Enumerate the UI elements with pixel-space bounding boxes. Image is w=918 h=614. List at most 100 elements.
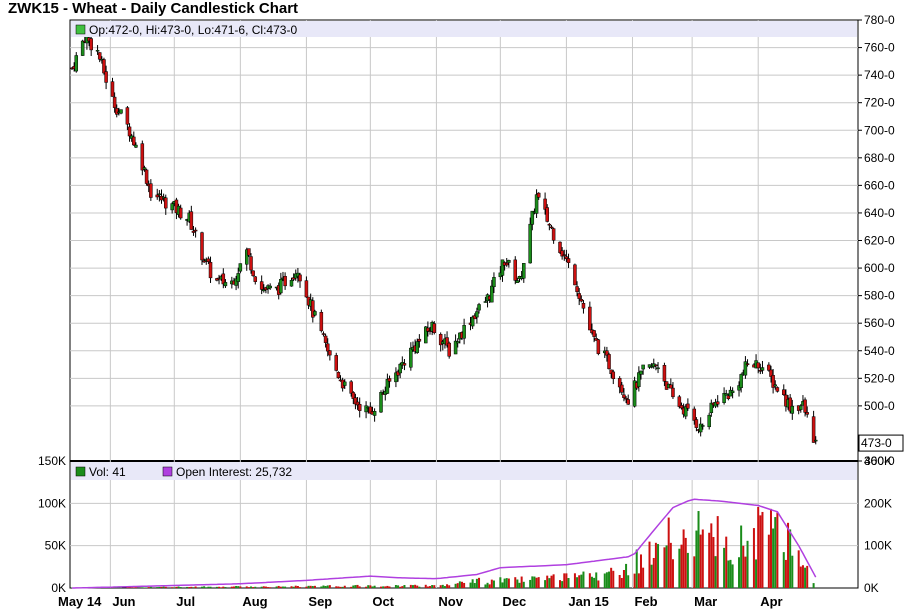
candle-body bbox=[558, 241, 562, 253]
volume-bar bbox=[752, 528, 755, 588]
candle-body bbox=[304, 280, 309, 298]
candle-body bbox=[513, 259, 518, 281]
volume-bar bbox=[671, 559, 674, 588]
x-tick-label: Dec bbox=[502, 594, 526, 609]
candle-body bbox=[244, 249, 249, 265]
candle-body bbox=[692, 408, 697, 421]
volume-bar bbox=[652, 557, 655, 588]
candle-body bbox=[351, 392, 356, 399]
volume-bar bbox=[399, 586, 402, 588]
volume-bar bbox=[128, 586, 131, 588]
candle-body bbox=[743, 361, 748, 376]
candle-body bbox=[415, 341, 419, 353]
candle-body bbox=[462, 325, 466, 339]
volume-bar bbox=[416, 585, 419, 588]
x-tick-label: Jul bbox=[176, 594, 195, 609]
oi-right-tick-label: 100K bbox=[864, 539, 892, 553]
volume-bar bbox=[424, 584, 427, 588]
candle-body bbox=[543, 198, 547, 210]
volume-bar bbox=[222, 586, 225, 588]
volume-bar bbox=[299, 587, 302, 588]
candle-body bbox=[745, 363, 750, 365]
volume-bar bbox=[563, 573, 566, 588]
volume-bar bbox=[429, 586, 432, 588]
candle-body bbox=[313, 311, 317, 316]
candle-body bbox=[319, 312, 324, 332]
volume-bar bbox=[548, 578, 551, 588]
volume-bar bbox=[637, 573, 640, 588]
candle-body bbox=[564, 256, 569, 260]
volume-bar bbox=[484, 584, 487, 588]
volume-bar bbox=[341, 586, 344, 588]
x-tick-label: Nov bbox=[438, 594, 463, 609]
candle-body bbox=[164, 197, 168, 209]
candle-body bbox=[639, 370, 643, 375]
candle-body bbox=[669, 384, 673, 389]
price-tick-label: 580-0 bbox=[864, 289, 895, 303]
candle-body bbox=[788, 397, 792, 412]
candle-body bbox=[323, 335, 328, 343]
candle-body bbox=[447, 342, 451, 357]
candle-body bbox=[813, 439, 818, 442]
volume-bar bbox=[740, 525, 743, 588]
candle-body bbox=[528, 223, 532, 264]
volume-bar bbox=[772, 528, 775, 588]
volume-bar bbox=[264, 586, 267, 588]
candle-body bbox=[507, 260, 511, 263]
candle-body bbox=[249, 256, 253, 271]
volume-bar bbox=[595, 572, 598, 588]
volume-bar bbox=[309, 585, 312, 588]
candle-body bbox=[355, 401, 360, 406]
candle-body bbox=[74, 55, 79, 72]
volume-bar bbox=[305, 586, 308, 588]
volume-bar bbox=[373, 585, 376, 588]
candle-body bbox=[769, 369, 773, 377]
candle-body bbox=[483, 301, 488, 303]
candle-body bbox=[110, 81, 115, 97]
price-tick-label: 620-0 bbox=[864, 234, 895, 248]
volume-bar bbox=[618, 574, 621, 588]
oi-right-tick-label: 0K bbox=[864, 581, 879, 595]
volume-bar bbox=[173, 587, 176, 588]
volume-bar bbox=[667, 517, 670, 588]
volume-bar bbox=[354, 585, 357, 588]
price-tick-label: 500-0 bbox=[864, 399, 895, 413]
candle-body bbox=[206, 258, 211, 262]
volume-bar bbox=[590, 576, 593, 588]
volume-bar bbox=[215, 586, 218, 588]
volume-bar bbox=[693, 556, 696, 588]
candle-body bbox=[291, 277, 296, 280]
volume-bar bbox=[356, 584, 359, 588]
volume-bar bbox=[307, 585, 310, 588]
volume-bar bbox=[755, 559, 758, 588]
volume-bar bbox=[727, 560, 730, 588]
candle-body bbox=[127, 126, 132, 137]
candle-body bbox=[475, 311, 479, 318]
candle-body bbox=[611, 371, 616, 380]
price-tick-label: 520-0 bbox=[864, 371, 895, 385]
volume-bar bbox=[776, 512, 779, 588]
candle-body bbox=[202, 260, 206, 263]
candle-body bbox=[596, 339, 601, 354]
candle-body bbox=[283, 276, 287, 287]
volume-bar bbox=[665, 545, 668, 588]
volume-bar bbox=[350, 586, 353, 588]
volume-bar bbox=[710, 523, 713, 588]
candle-body bbox=[728, 389, 733, 397]
candle-body bbox=[251, 270, 255, 277]
volume-bar bbox=[160, 586, 163, 588]
candle-body bbox=[142, 167, 147, 170]
oi-right-tick-label: 200K bbox=[864, 496, 892, 510]
candle-body bbox=[385, 379, 390, 394]
volume-bar bbox=[639, 554, 642, 588]
volume-bar bbox=[546, 575, 549, 588]
candle-body bbox=[394, 372, 398, 383]
volume-bar bbox=[322, 585, 325, 588]
price-tick-label: 540-0 bbox=[864, 344, 895, 358]
volume-bar bbox=[744, 556, 747, 588]
volume-bar bbox=[565, 573, 568, 588]
volume-bar bbox=[179, 587, 182, 588]
candle-body bbox=[545, 207, 549, 222]
candle-body bbox=[112, 96, 117, 108]
volume-bar bbox=[529, 579, 532, 588]
